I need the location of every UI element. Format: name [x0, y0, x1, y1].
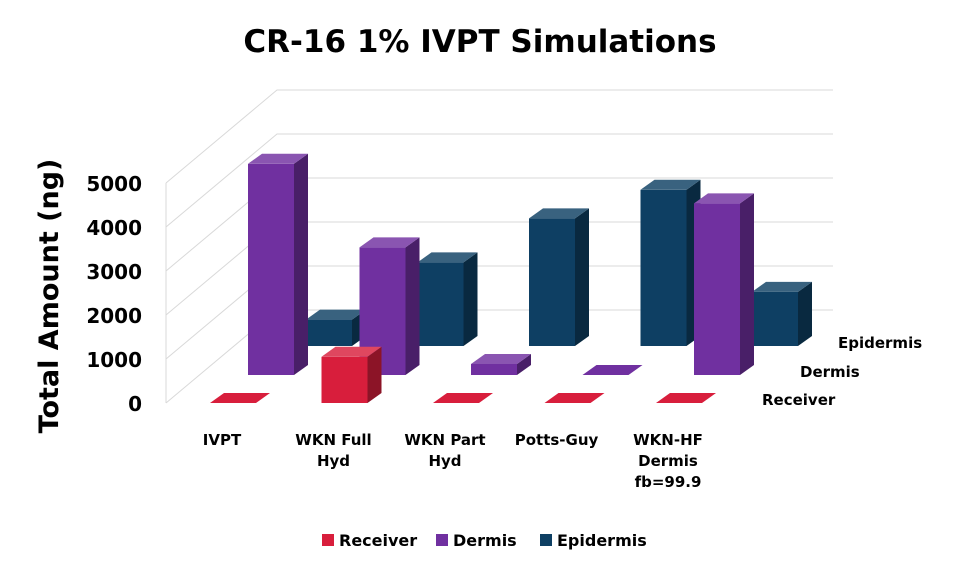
legend-swatch	[322, 534, 334, 546]
bar-receiver-2	[433, 393, 493, 403]
bar-side	[463, 252, 478, 346]
bar-top	[248, 153, 308, 164]
y-tick-label: 2000	[86, 304, 142, 328]
bar-front	[321, 356, 368, 403]
bar-top	[471, 354, 531, 364]
x-category-label: WKN-HF Dermis fb=99.9	[633, 431, 703, 491]
bar-top	[359, 237, 420, 248]
bar-top	[529, 208, 589, 219]
bar-zero-cap	[433, 393, 493, 403]
x-category-label: Potts-Guy	[515, 431, 599, 449]
depth-label-dermis: Dermis	[800, 363, 860, 381]
depth-label-epidermis: Epidermis	[838, 334, 922, 352]
bar-dermis-4	[694, 193, 754, 375]
bar-side	[405, 237, 420, 375]
legend-label: Epidermis	[557, 531, 647, 550]
gridline	[165, 133, 833, 228]
bar-receiver-4	[656, 393, 716, 403]
bar-top	[640, 179, 701, 190]
depth-label-receiver: Receiver	[762, 391, 836, 409]
y-tick-label: 1000	[86, 348, 142, 372]
bar-top	[321, 346, 382, 357]
legend-swatch	[540, 534, 552, 546]
bar-front	[529, 218, 575, 346]
bar-epidermis-0	[306, 309, 366, 346]
bar-side	[294, 153, 308, 375]
bar-front	[417, 262, 464, 346]
bar-dermis-2	[471, 354, 531, 375]
legend-item-receiver: Receiver	[322, 531, 417, 550]
bar-side	[367, 346, 382, 403]
category-labels: IVPT WKN Full Hyd WKN Part Hyd Potts-Guy WKN-H…	[203, 431, 703, 491]
bar-top	[306, 309, 366, 320]
bar-zero-cap	[656, 393, 716, 403]
bar-side	[517, 354, 531, 375]
bar-front	[306, 319, 352, 346]
bar-epidermis-2	[529, 208, 589, 346]
bar-zero-cap	[210, 393, 270, 403]
y-tick-label: 3000	[86, 260, 142, 284]
bar-top	[752, 281, 812, 292]
y-tick-label: 4000	[86, 216, 142, 240]
y-tick-label: 0	[128, 392, 142, 416]
bar-zero-cap	[582, 365, 643, 375]
bar-epidermis-4	[752, 281, 812, 346]
legend-item-epidermis: Epidermis	[540, 531, 647, 550]
bar-zero-cap	[544, 393, 605, 403]
bar-top	[694, 193, 754, 204]
bar-epidermis-3	[640, 179, 701, 346]
chart-title: CR-16 1% IVPT Simulations	[243, 24, 716, 60]
bar-front	[640, 189, 687, 346]
x-category-label: WKN Full Hyd	[295, 431, 371, 470]
legend-label: Dermis	[453, 531, 517, 550]
bar-front	[752, 291, 798, 346]
depth-axis-labels: Receiver Dermis Epidermis	[762, 334, 922, 409]
legend-label: Receiver	[339, 531, 417, 550]
legend-item-dermis: Dermis	[436, 531, 517, 550]
bar-side	[740, 193, 754, 375]
bars	[210, 153, 812, 403]
y-axis: 0 1000 2000 3000 4000 5000	[86, 172, 142, 416]
gridline	[165, 89, 833, 184]
bar-dermis-0	[248, 153, 308, 375]
bar-epidermis-1	[417, 252, 478, 346]
bar-receiver-1	[321, 346, 382, 403]
bar-dermis-3	[582, 365, 643, 375]
x-category-label: IVPT	[203, 431, 242, 449]
legend-swatch	[436, 534, 448, 546]
bar-receiver-0	[210, 393, 270, 403]
bar-front	[471, 364, 517, 375]
y-tick-label: 5000	[86, 172, 142, 196]
bar-side	[575, 208, 589, 346]
bar-side	[798, 281, 812, 346]
y-axis-label: Total Amount (ng)	[34, 159, 65, 434]
bar-receiver-3	[544, 393, 605, 403]
bar-top	[417, 252, 478, 263]
legend: Receiver Dermis Epidermis	[322, 531, 647, 550]
x-category-label: WKN Part Hyd	[404, 431, 485, 470]
bar-front	[248, 163, 294, 375]
bar-front	[694, 203, 740, 375]
